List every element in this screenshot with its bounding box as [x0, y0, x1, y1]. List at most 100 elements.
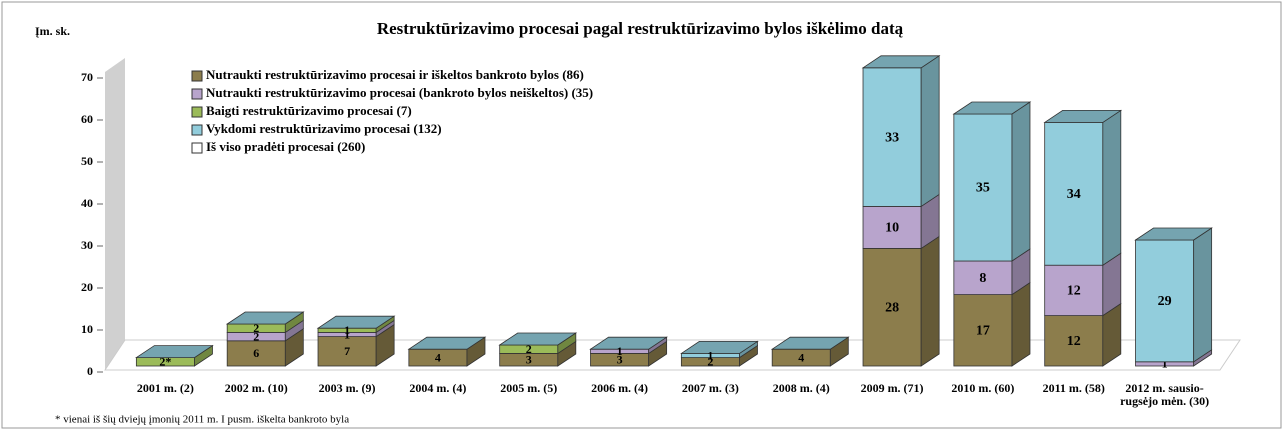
- bar-segment: [861, 55, 941, 208]
- bar-segment: [952, 101, 1032, 262]
- bar-front: [953, 294, 1013, 367]
- bar-segment: [226, 328, 304, 367]
- x-tick-label: 2011 m. (58): [1042, 382, 1105, 395]
- bar-side: [1011, 101, 1031, 262]
- x-tick-label: 2010 m. (60): [951, 382, 1015, 395]
- bar-segment: [1043, 109, 1123, 266]
- bar-front: [953, 260, 1013, 295]
- bar-segment: [225, 311, 305, 334]
- x-tick-label-box: 2006 m. (4): [591, 382, 649, 395]
- data-label: 34: [1067, 187, 1081, 202]
- data-label: 8: [979, 271, 986, 286]
- x-tick-label: 2012 m. sausio-rugsėjo mėn. (30): [1120, 382, 1210, 408]
- data-label: 1: [344, 327, 350, 341]
- x-tick-label-box: 2008 m. (4): [772, 382, 830, 395]
- bar-top: [316, 315, 396, 329]
- bar-front: [1135, 239, 1195, 363]
- bar-segment: [316, 315, 396, 334]
- x-tick-label-box: 2003 m. (9): [318, 382, 376, 395]
- bar-top: [861, 55, 941, 69]
- bar-top: [1134, 227, 1213, 241]
- legend-swatch: [191, 88, 203, 100]
- data-label: 2: [526, 342, 532, 356]
- bar-front: [1044, 122, 1104, 266]
- data-label: 29: [1158, 294, 1172, 309]
- bar-segment: [1044, 252, 1122, 317]
- bar-segment: [589, 336, 668, 355]
- back-wall: [105, 58, 125, 370]
- y-tick-label: 60: [81, 112, 93, 126]
- bar-top: [225, 311, 305, 325]
- data-label: 1: [617, 344, 623, 358]
- bar-front: [862, 247, 922, 367]
- x-tick-label-box: 2010 m. (60): [951, 382, 1015, 395]
- bar-top: [1043, 110, 1123, 123]
- data-label: 12: [1067, 284, 1081, 299]
- bar-top: [589, 336, 668, 350]
- bar-segment: [317, 323, 395, 367]
- data-label: 17: [976, 324, 990, 339]
- bar-front: [953, 113, 1013, 262]
- data-label: 7: [344, 344, 350, 358]
- legend-label: Vykdomi restruktūrizavimo procesai (132): [206, 121, 442, 136]
- bar-segment: [680, 340, 759, 359]
- data-label: 1: [344, 323, 350, 337]
- bar-front: [226, 340, 286, 367]
- bar-side: [1011, 281, 1031, 367]
- y-tick-label: 20: [81, 280, 93, 294]
- bar-segment: [770, 336, 850, 367]
- bar-segment: [953, 248, 1031, 296]
- x-tick-label-box: 2002 m. (10): [224, 382, 288, 395]
- bar-side: [920, 55, 940, 208]
- data-label: 3: [526, 352, 532, 366]
- y-tick-label: 30: [81, 238, 93, 252]
- x-tick-label: 2001 m. (2): [136, 382, 194, 395]
- bar-front: [862, 205, 922, 249]
- bar-side: [920, 235, 940, 367]
- bar-segment: [499, 340, 577, 367]
- y-tick-label: 40: [81, 196, 93, 210]
- x-tick-label: 2003 m. (9): [318, 382, 376, 395]
- data-label: 10: [885, 221, 899, 236]
- x-tick-label-box: 2001 m. (2): [136, 382, 194, 395]
- data-label: 4: [435, 350, 441, 364]
- bar-top: [770, 336, 850, 350]
- data-label: 6: [253, 346, 259, 360]
- bar-top: [680, 340, 759, 354]
- y-tick-label: 50: [81, 154, 93, 168]
- x-tick-label: 2008 m. (4): [772, 382, 830, 395]
- x-tick-label-box: 2005 m. (5): [500, 382, 557, 395]
- x-tick-label: 2002 m. (10): [224, 382, 288, 395]
- bar-segment: [407, 336, 487, 367]
- data-label: 1: [1162, 357, 1168, 371]
- x-tick-label-box: 2011 m. (58): [1042, 382, 1105, 395]
- x-tick-label: 2006 m. (4): [591, 382, 649, 395]
- bar-segment: [135, 344, 214, 367]
- x-tick-label: 2007 m. (3): [681, 382, 739, 395]
- x-tick-label-box: 2009 m. (71): [861, 382, 924, 395]
- data-label: 2*: [159, 355, 171, 369]
- bar-segment: [862, 235, 940, 367]
- data-label: 33: [885, 130, 899, 145]
- y-axis-label: Įm. sk.: [35, 24, 70, 38]
- data-label: 12: [1067, 334, 1081, 349]
- data-label: 28: [885, 300, 899, 315]
- legend-swatch: [191, 106, 203, 118]
- x-tick-label: 2004 m. (4): [409, 382, 467, 395]
- y-tick-label: 70: [81, 70, 93, 84]
- chart-title: Restruktūrizavimo procesai pagal restruk…: [377, 19, 904, 38]
- bar-front: [862, 67, 922, 207]
- bar-front: [317, 336, 377, 367]
- data-label: 4: [798, 350, 804, 364]
- legend-swatch: [191, 124, 203, 136]
- bar-top: [135, 345, 214, 359]
- bar-segment: [953, 281, 1031, 367]
- bar-segment: [862, 193, 940, 250]
- data-label: 3: [617, 352, 623, 366]
- x-tick-label-box: 2004 m. (4): [409, 382, 467, 395]
- bar-side: [1193, 227, 1213, 363]
- bar-segment: [498, 332, 578, 355]
- legend-label: Nutraukti restruktūrizavimo procesai (ba…: [206, 85, 593, 100]
